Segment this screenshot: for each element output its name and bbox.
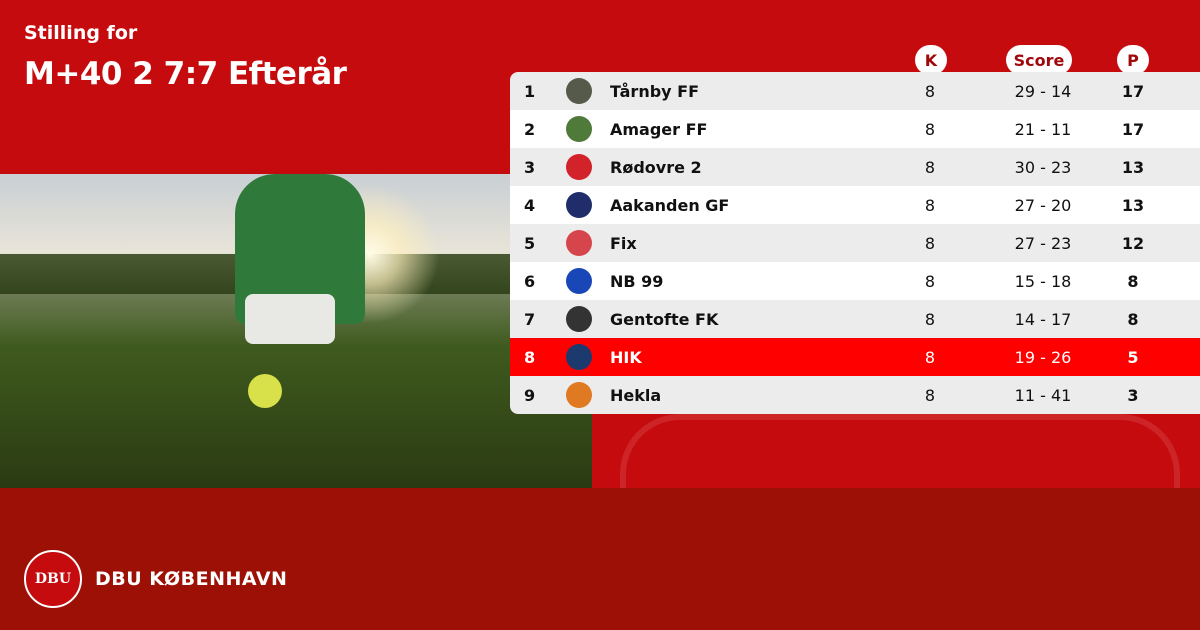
points: 17 — [1121, 119, 1145, 139]
team-name: Fix — [610, 233, 637, 253]
table-row: 4 Aakanden GF 8 27 - 20 13 — [510, 186, 1200, 224]
points: 5 — [1127, 347, 1139, 367]
dbu-logo: DBU — [24, 550, 82, 608]
matches-played: 8 — [924, 347, 936, 367]
team-logo-icon — [566, 192, 592, 218]
matches-played: 8 — [924, 233, 936, 253]
position: 4 — [524, 195, 536, 215]
brand-name: DBU KØBENHAVN — [95, 568, 288, 590]
matches-played: 8 — [924, 157, 936, 177]
goal-score: 27 - 20 — [1014, 195, 1072, 215]
position: 1 — [524, 81, 536, 101]
matches-played: 8 — [924, 81, 936, 101]
table-row: 8 HIK 8 19 - 26 5 — [510, 338, 1200, 376]
position: 3 — [524, 157, 536, 177]
team-logo-icon — [566, 344, 592, 370]
points: 3 — [1127, 385, 1139, 405]
team-name: HIK — [610, 347, 642, 367]
position: 9 — [524, 385, 536, 405]
team-name: Hekla — [610, 385, 662, 405]
position: 2 — [524, 119, 536, 139]
goal-score: 21 - 11 — [1014, 119, 1072, 139]
points: 12 — [1121, 233, 1145, 253]
team-name: Rødovre 2 — [610, 157, 702, 177]
matches-played: 8 — [924, 385, 936, 405]
goal-score: 29 - 14 — [1014, 81, 1072, 101]
football-photo — [0, 174, 592, 488]
team-logo-icon — [566, 116, 592, 142]
page-title: M+40 2 7:7 Efterår — [24, 56, 347, 92]
team-logo-icon — [566, 268, 592, 294]
column-header-k: K — [915, 45, 947, 75]
watermark-logo — [620, 414, 1180, 488]
position: 7 — [524, 309, 536, 329]
goal-score: 30 - 23 — [1014, 157, 1072, 177]
team-logo-icon — [566, 154, 592, 180]
table-row: 6 NB 99 8 15 - 18 8 — [510, 262, 1200, 300]
table-row: 7 Gentofte FK 8 14 - 17 8 — [510, 300, 1200, 338]
points: 13 — [1121, 157, 1145, 177]
matches-played: 8 — [924, 195, 936, 215]
team-name: Tårnby FF — [610, 81, 700, 101]
position: 5 — [524, 233, 536, 253]
table-row: 1 Tårnby FF 8 29 - 14 17 — [510, 72, 1200, 110]
standings-table: 1 Tårnby FF 8 29 - 14 17 2 Amager FF 8 21… — [510, 72, 1200, 414]
player-shorts — [245, 294, 335, 344]
points: 13 — [1121, 195, 1145, 215]
team-logo-icon — [566, 306, 592, 332]
column-header-p: P — [1117, 45, 1149, 75]
matches-played: 8 — [924, 119, 936, 139]
table-row: 9 Hekla 8 11 - 41 3 — [510, 376, 1200, 414]
position: 6 — [524, 271, 536, 291]
points: 8 — [1127, 271, 1139, 291]
points: 17 — [1121, 81, 1145, 101]
table-row: 3 Rødovre 2 8 30 - 23 13 — [510, 148, 1200, 186]
team-logo-icon — [566, 230, 592, 256]
team-name: Gentofte FK — [610, 309, 719, 329]
dbu-logo-text: DBU — [34, 571, 72, 587]
goal-score: 27 - 23 — [1014, 233, 1072, 253]
matches-played: 8 — [924, 309, 936, 329]
goal-score: 11 - 41 — [1014, 385, 1072, 405]
points: 8 — [1127, 309, 1139, 329]
position: 8 — [524, 347, 536, 367]
team-logo-icon — [566, 382, 592, 408]
goal-score: 15 - 18 — [1014, 271, 1072, 291]
goal-score: 19 - 26 — [1014, 347, 1072, 367]
column-header-score: Score — [1006, 45, 1072, 75]
table-row: 5 Fix 8 27 - 23 12 — [510, 224, 1200, 262]
subtitle: Stilling for — [24, 22, 138, 44]
goal-score: 14 - 17 — [1014, 309, 1072, 329]
ball — [248, 374, 282, 408]
team-name: Amager FF — [610, 119, 708, 139]
team-name: NB 99 — [610, 271, 664, 291]
table-row: 2 Amager FF 8 21 - 11 17 — [510, 110, 1200, 148]
team-name: Aakanden GF — [610, 195, 730, 215]
team-logo-icon — [566, 78, 592, 104]
matches-played: 8 — [924, 271, 936, 291]
